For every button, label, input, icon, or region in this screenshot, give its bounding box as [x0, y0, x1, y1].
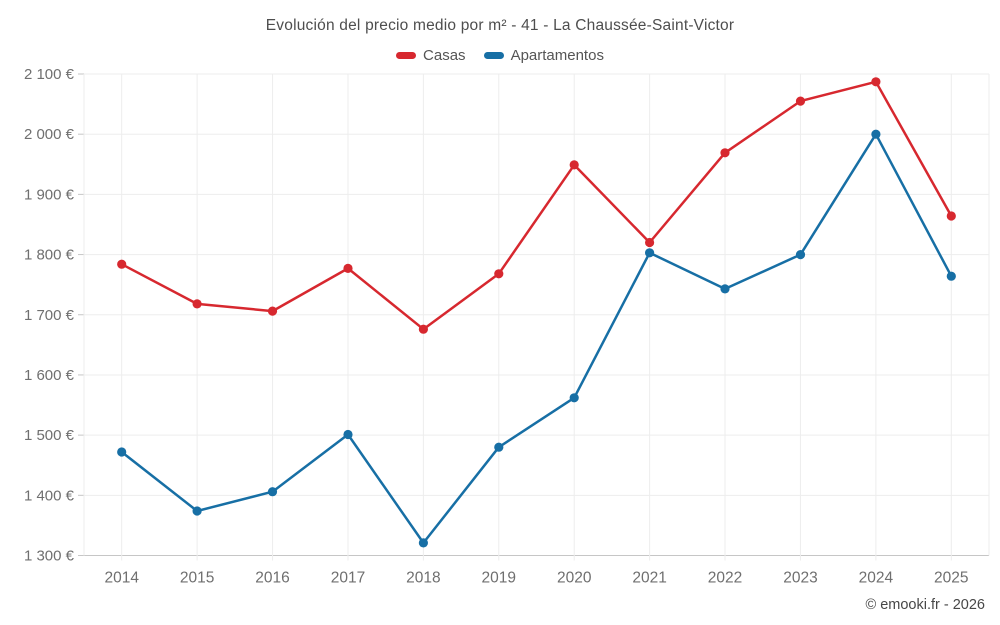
casas-data-point[interactable] — [871, 77, 881, 87]
y-tick-label: 1 900 € — [24, 186, 75, 203]
apartamentos-data-point[interactable] — [494, 442, 504, 452]
y-tick-label: 1 500 € — [24, 427, 75, 444]
x-tick-label: 2015 — [180, 570, 214, 587]
x-tick-label: 2021 — [632, 570, 666, 587]
x-tick-label: 2017 — [331, 570, 365, 587]
x-tick-label: 2020 — [557, 570, 592, 587]
y-tick-label: 2 100 € — [24, 66, 75, 83]
casas-data-point[interactable] — [418, 324, 428, 334]
casas-swatch-icon — [396, 52, 417, 59]
casas-data-point[interactable] — [569, 160, 579, 170]
x-tick-label: 2025 — [934, 570, 968, 587]
x-tick-label: 2024 — [859, 570, 894, 587]
y-tick-label: 1 400 € — [24, 487, 75, 504]
casas-data-point[interactable] — [795, 96, 806, 106]
apartamentos-data-point[interactable] — [569, 393, 579, 403]
watermark: © emooki.fr - 2026 — [865, 597, 985, 613]
x-tick-label: 2018 — [406, 570, 440, 587]
casas-data-point[interactable] — [720, 148, 730, 158]
apartamentos-data-point[interactable] — [267, 487, 278, 497]
apartamentos-data-point[interactable] — [418, 538, 428, 548]
casas-data-point[interactable] — [494, 269, 504, 279]
x-tick-label: 2019 — [482, 570, 516, 587]
apartamentos-swatch-icon — [483, 52, 504, 59]
casas-data-point[interactable] — [343, 263, 353, 273]
apartamentos-data-point[interactable] — [946, 271, 956, 281]
y-tick-label: 1 300 € — [24, 548, 75, 565]
apartamentos-data-point[interactable] — [645, 248, 655, 258]
chart-title: Evolución del precio medio por m² - 41 -… — [265, 17, 735, 34]
legend: Casas Apartamentos — [0, 47, 1000, 64]
casas-data-point[interactable] — [946, 211, 956, 221]
legend-label-casas: Casas — [423, 47, 466, 64]
apartamentos-data-point[interactable] — [192, 506, 202, 516]
legend-item-casas[interactable]: Casas — [396, 47, 466, 64]
apartamentos-data-point[interactable] — [117, 447, 127, 457]
apartamentos-data-point[interactable] — [871, 129, 881, 139]
y-tick-label: 2 000 € — [24, 126, 75, 143]
legend-item-apartamentos[interactable]: Apartamentos — [483, 47, 604, 64]
apartamentos-data-point[interactable] — [795, 250, 806, 260]
x-tick-label: 2016 — [255, 570, 289, 587]
y-tick-label: 1 700 € — [24, 307, 75, 324]
casas-data-point[interactable] — [192, 299, 202, 309]
x-tick-label: 2023 — [783, 570, 817, 587]
y-tick-label: 1 600 € — [24, 367, 75, 384]
casas-data-point[interactable] — [117, 259, 127, 269]
y-tick-label: 1 800 € — [24, 247, 75, 264]
casas-data-point[interactable] — [645, 237, 655, 248]
casas-data-point[interactable] — [267, 306, 278, 316]
x-tick-label: 2022 — [708, 570, 742, 587]
casas-line — [120, 80, 953, 331]
legend-label-apartamentos: Apartamentos — [510, 47, 604, 64]
apartamentos-data-point[interactable] — [720, 284, 730, 294]
x-tick-label: 2014 — [104, 570, 139, 587]
apartamentos-line — [120, 132, 953, 545]
apartamentos-data-point[interactable] — [343, 429, 353, 440]
